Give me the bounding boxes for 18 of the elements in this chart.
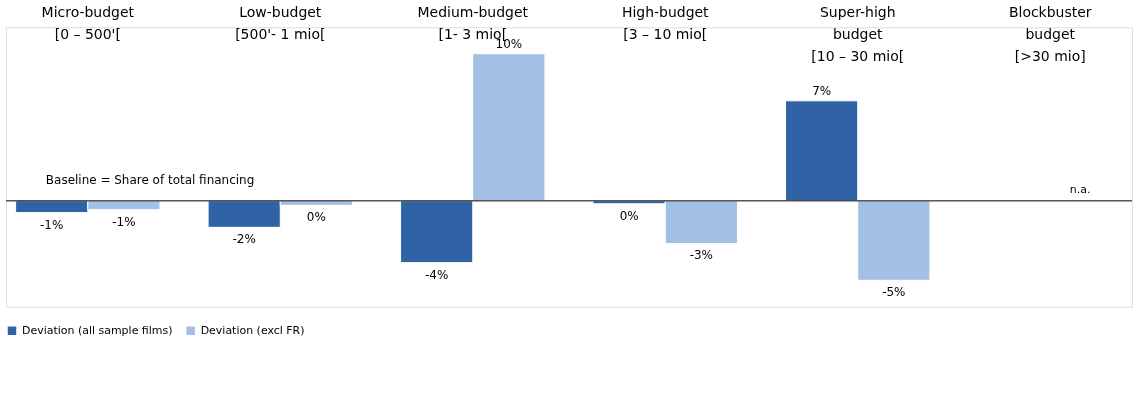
data-label: 0%	[306, 210, 326, 225]
data-label: -1%	[112, 214, 136, 229]
legend-label: Deviation (excl FR)	[200, 323, 305, 337]
data-label: -2%	[232, 232, 256, 247]
data-label: -5%	[882, 285, 906, 300]
data-label: -3%	[689, 248, 713, 263]
annotation: n.a.	[1069, 182, 1091, 196]
data-label: -1%	[40, 217, 64, 232]
x-tick-label: Micro-budget [0 – 500'[	[41, 3, 135, 42]
data-label: 0%	[619, 208, 639, 223]
legend-label: Deviation (all sample films)	[21, 323, 173, 337]
x-tick-label: Blockbuster budget [>30 mio]	[1008, 3, 1092, 64]
x-tick-label: Low-budget [500'- 1 mio[	[235, 3, 326, 42]
x-tick-label: High-budget [3 – 10 mio[	[621, 3, 710, 42]
data-label: 7%	[812, 83, 832, 98]
ref-line-label: Baseline = Share of total financing	[45, 172, 255, 187]
x-tick-label: Super-high budget [10 – 30 mio[	[811, 3, 905, 64]
data-label: -4%	[425, 267, 449, 282]
